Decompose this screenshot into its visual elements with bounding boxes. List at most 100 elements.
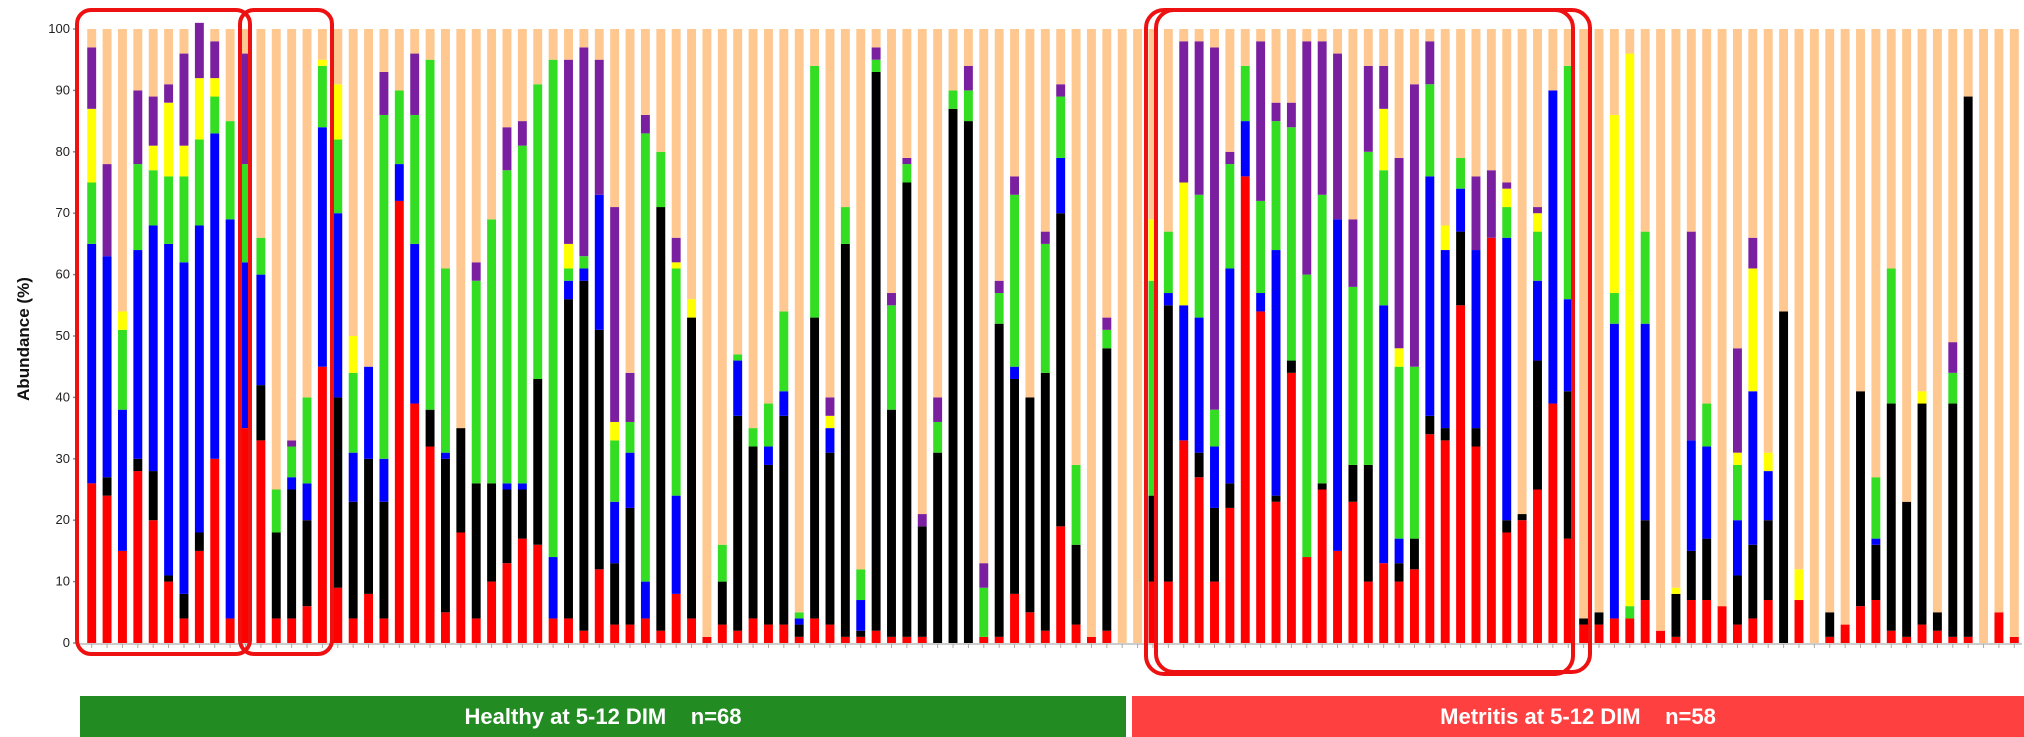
bar-segment-red: [779, 624, 789, 643]
bar-segment-blue: [825, 428, 835, 453]
bar-segment-black: [1732, 575, 1742, 625]
bar-segment-red: [1194, 477, 1204, 643]
bar-segment-blue: [194, 225, 204, 533]
bar-segment-green: [625, 421, 635, 453]
bar-segment-green: [1640, 231, 1650, 324]
bar-segment-blue: [117, 409, 127, 551]
bar-segment-other: [1486, 29, 1496, 171]
bar-segment-red: [979, 636, 989, 643]
bar-segment-other: [1809, 29, 1819, 643]
bar-segment-other: [333, 29, 343, 85]
bar-segment-black: [1902, 501, 1912, 637]
bar-segment-other: [210, 29, 220, 42]
bar-segment-yellow: [1917, 391, 1927, 404]
bar-segment-other: [1302, 29, 1312, 42]
bar-segment-green: [979, 587, 989, 637]
bar-segment-green: [810, 65, 820, 318]
bar-segment-purple: [963, 65, 973, 91]
bar-segment-blue: [1702, 446, 1712, 539]
bar-segment-green: [871, 59, 881, 72]
bar-segment-blue: [1533, 280, 1542, 361]
bar-segment-green: [1409, 366, 1419, 539]
bar-segment-red: [1702, 600, 1712, 643]
bar-segment-red: [302, 606, 312, 643]
bar-segment-black: [564, 299, 573, 619]
bar-segment-green: [1609, 293, 1619, 324]
bar-segment-red: [1148, 581, 1158, 643]
bar-segment-red: [840, 636, 850, 643]
y-tick-label: 50: [56, 328, 70, 343]
bar-segment-red: [1994, 612, 2004, 643]
bar-segment-other: [1194, 29, 1204, 42]
bar-segment-green: [487, 219, 497, 484]
bar-segment-green: [1240, 65, 1250, 122]
bar-segment-green: [348, 372, 358, 453]
bar-segment-green: [379, 114, 389, 459]
bar-segment-red: [1856, 606, 1865, 643]
bar-segment-red: [656, 630, 666, 643]
bar-segment-black: [1317, 483, 1327, 490]
bar-segment-other: [1363, 29, 1373, 66]
bar-segment-green: [1379, 170, 1389, 306]
bar-segment-green: [87, 182, 97, 244]
bar-segment-red: [717, 624, 727, 643]
bar-segment-black: [1056, 213, 1066, 527]
y-tick-label: 30: [56, 451, 70, 466]
bar-segment-purple: [210, 41, 220, 79]
bar-segment-blue: [1502, 237, 1512, 521]
bar-segment-green: [840, 207, 850, 244]
bar-segment-black: [1779, 311, 1789, 643]
bar-segment-red: [164, 581, 174, 643]
bar-segment-black: [933, 452, 943, 643]
bar-segment-black: [179, 593, 189, 619]
bar-segment-red: [1102, 630, 1112, 643]
bar-segment-green: [194, 139, 204, 226]
bar-segment-red: [1594, 624, 1604, 643]
bar-segment-other: [963, 29, 973, 66]
highlight-box-healthy-2: [238, 8, 334, 656]
bar-segment-red: [994, 636, 1004, 643]
bar-segment-blue: [1225, 268, 1235, 484]
bar-segment-purple: [610, 207, 620, 422]
bar-segment-black: [1963, 96, 1973, 637]
bar-segment-black: [148, 471, 158, 521]
bar-segment-green: [1102, 329, 1112, 349]
bar-segment-red: [810, 618, 820, 643]
bar-segment-purple: [1533, 207, 1542, 214]
bar-segment-black: [348, 501, 358, 619]
bar-segment-other: [1348, 29, 1358, 220]
bar-segment-other: [1025, 29, 1035, 398]
bar-segment-green: [1394, 366, 1404, 539]
bar-segment-other: [2009, 29, 2019, 637]
bar-segment-red: [794, 636, 804, 643]
bar-segment-purple: [87, 47, 97, 109]
bar-segment-other: [1963, 29, 1973, 97]
bar-segment-red: [733, 630, 743, 643]
bar-segment-other: [1563, 29, 1573, 66]
bar-segment-other: [1779, 29, 1789, 312]
bar-segment-blue: [1010, 366, 1020, 379]
bar-segment-green: [564, 268, 573, 281]
bar-segment-red: [333, 587, 343, 643]
bar-segment-black: [625, 507, 635, 625]
bar-segment-red: [379, 618, 389, 643]
bar-segment-black: [1225, 483, 1235, 508]
bar-segment-black: [1163, 305, 1173, 582]
bar-segment-red: [1486, 237, 1496, 643]
bar-segment-blue: [1471, 250, 1481, 429]
bar-segment-black: [1271, 495, 1281, 502]
bar-segment-green: [533, 84, 543, 379]
bar-segment-red: [1086, 636, 1096, 643]
bar-segment-other: [164, 29, 174, 85]
bar-segment-red: [1502, 532, 1512, 643]
bar-segment-yellow: [179, 145, 189, 177]
group-label-metritis: Metritis at 5-12 DIM n=58: [1440, 704, 1716, 729]
bar-segment-green: [717, 544, 727, 582]
bar-segment-black: [1671, 593, 1681, 637]
bar-segment-green: [1286, 127, 1296, 361]
bar-segment-other: [1440, 29, 1450, 226]
bar-segment-red: [1686, 600, 1696, 643]
bar-segment-blue: [1179, 305, 1189, 441]
bar-segment-blue: [794, 618, 804, 625]
bar-segment-red: [887, 636, 896, 643]
